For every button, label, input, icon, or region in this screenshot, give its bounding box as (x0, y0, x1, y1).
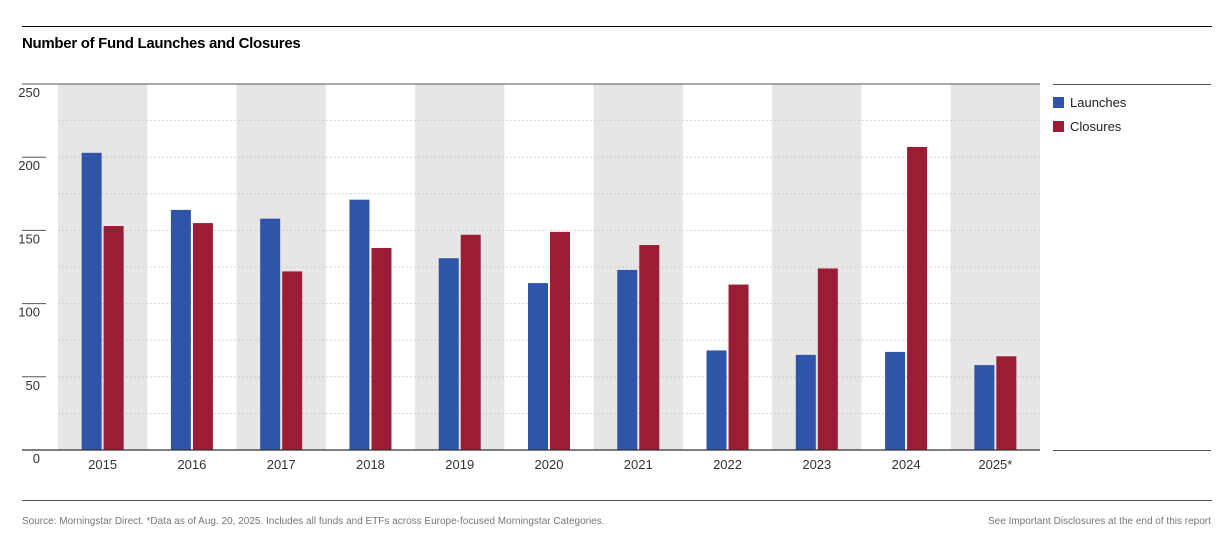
x-tick-label-2024: 2024 (892, 457, 921, 472)
bar-launches-2022 (706, 350, 727, 450)
x-tick-label-2021: 2021 (624, 457, 653, 472)
bar-launches-2020 (528, 283, 548, 450)
legend-top-rule (1053, 84, 1211, 85)
y-tick-label-0: 0 (33, 451, 40, 466)
bar-launches-2015 (81, 152, 102, 451)
bar-closures-2020 (550, 231, 570, 450)
bar-closures-2018 (371, 247, 392, 450)
x-tick-label-2025*: 2025* (978, 457, 1012, 472)
x-tick-label-2016: 2016 (177, 457, 206, 472)
x-tick-label-2023: 2023 (802, 457, 831, 472)
x-tick-label-2022: 2022 (713, 457, 742, 472)
legend-label-launches: Launches (1070, 94, 1127, 110)
y-tick-label-250: 250 (18, 85, 40, 100)
bar-launches-2025* (974, 365, 995, 450)
bar-launches-2017 (260, 218, 281, 450)
legend-item-closures: Closures (1053, 114, 1126, 138)
y-tick-label-200: 200 (18, 158, 40, 173)
legend-item-launches: Launches (1053, 90, 1126, 114)
legend: Launches Closures (1053, 90, 1126, 138)
top-rule (22, 26, 1212, 27)
legend-label-closures: Closures (1070, 118, 1122, 134)
bar-closures-2021 (639, 245, 660, 450)
chart-title: Number of Fund Launches and Closures (22, 35, 301, 52)
bar-closures-2022 (728, 284, 749, 450)
band-2017 (236, 84, 326, 450)
source-note: Source: Morningstar Direct. *Data as of … (22, 516, 605, 527)
launches-swatch (1053, 96, 1064, 108)
x-tick-label-2017: 2017 (267, 457, 296, 472)
closures-swatch (1053, 120, 1064, 132)
disclosure-note: See Important Disclosures at the end of … (988, 516, 1211, 527)
y-tick-label-150: 150 (18, 231, 40, 246)
footer-rule (22, 500, 1212, 501)
bar-closures-2015 (103, 226, 124, 450)
bar-closures-2024 (907, 146, 928, 450)
x-tick-label-2019: 2019 (445, 457, 474, 472)
bar-closures-2016 (192, 223, 213, 450)
band-2023 (772, 84, 862, 450)
y-tick-label-50: 50 (26, 378, 40, 393)
legend-bottom-rule (1053, 450, 1211, 451)
band-2019 (415, 84, 505, 450)
bar-closures-2019 (460, 234, 481, 450)
bar-launches-2016 (170, 209, 191, 450)
x-tick-label-2018: 2018 (356, 457, 385, 472)
bar-launches-2024 (885, 351, 906, 450)
x-tick-label-2015: 2015 (88, 457, 117, 472)
bar-launches-2023 (795, 354, 816, 450)
bar-closures-2017 (282, 271, 303, 450)
bar-launches-2018 (349, 199, 370, 450)
bar-launches-2021 (617, 269, 638, 450)
bar-launches-2019 (438, 258, 459, 450)
x-tick-label-2020: 2020 (535, 457, 564, 472)
bar-closures-2025* (996, 356, 1017, 450)
bar-closures-2023 (817, 268, 838, 450)
y-tick-label-100: 100 (18, 305, 40, 320)
